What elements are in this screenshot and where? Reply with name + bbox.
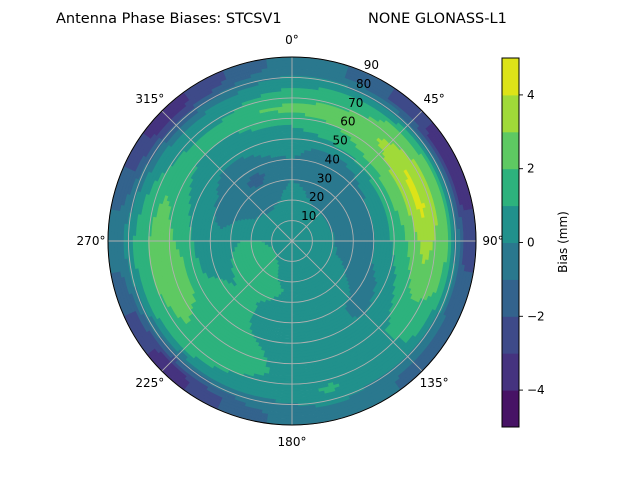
colorbar-segment <box>502 94 519 133</box>
angular-gridline <box>291 240 423 372</box>
angular-gridline <box>161 110 293 242</box>
colorbar-label: Bias (mm) <box>556 211 570 273</box>
angular-tick-label: 315° <box>135 92 164 106</box>
radial-tick-label: 10 <box>301 209 316 223</box>
angular-tick-label: 0° <box>285 33 299 47</box>
chart-title-right: NONE GLONASS-L1 <box>368 11 507 27</box>
angular-gridline <box>291 110 423 242</box>
colorbar-tick-label: −4 <box>527 383 545 397</box>
radial-tick-label: 90 <box>364 58 379 72</box>
colorbar-ticks: −4 −2 0 2 4 <box>519 88 545 397</box>
angular-gridline <box>161 240 293 372</box>
radial-tick-labels: 10 20 30 40 50 60 70 80 90 <box>301 58 379 223</box>
angular-tick-label: 90° <box>482 234 503 248</box>
angular-tick-labels: 0° 45° 90° 135° 180° 225° 270° 315° <box>77 33 504 449</box>
radial-tick-label: 50 <box>332 134 347 148</box>
contour-cell <box>287 182 293 187</box>
radial-tick-label: 20 <box>309 190 324 204</box>
polar-grid <box>107 56 477 426</box>
colorbar-tick-label: 0 <box>527 236 535 250</box>
radial-tick-label: 80 <box>356 77 371 91</box>
colorbar-tick-label: 2 <box>527 162 535 176</box>
colorbar-segment <box>502 58 519 96</box>
colorbar-segment <box>502 279 519 317</box>
polar-frame <box>107 56 477 426</box>
colorbar-tick-label: 4 <box>527 88 535 102</box>
colorbar-segment <box>502 168 519 207</box>
colorbar-segment <box>502 353 519 391</box>
radial-tick-label: 30 <box>317 171 332 185</box>
colorbar-segment <box>502 316 519 354</box>
angular-tick-label: 225° <box>135 376 164 390</box>
radial-tick-label: 70 <box>348 96 363 110</box>
angular-tick-label: 45° <box>423 92 444 106</box>
colorbar-segment <box>502 390 519 428</box>
radial-tick-label: 60 <box>340 115 355 129</box>
colorbar-segment <box>502 205 519 243</box>
chart-title-left: Antenna Phase Biases: STCSV1 <box>56 11 282 27</box>
colorbar <box>501 57 520 428</box>
colorbar-segment <box>502 131 519 170</box>
radial-tick-label: 40 <box>325 152 340 166</box>
contour-cell <box>285 154 293 159</box>
colorbar-segment <box>502 242 519 280</box>
angular-tick-label: 180° <box>278 435 307 449</box>
colorbar-tick-label: −2 <box>527 309 545 323</box>
angular-tick-label: 135° <box>420 376 449 390</box>
angular-tick-label: 270° <box>77 234 106 248</box>
